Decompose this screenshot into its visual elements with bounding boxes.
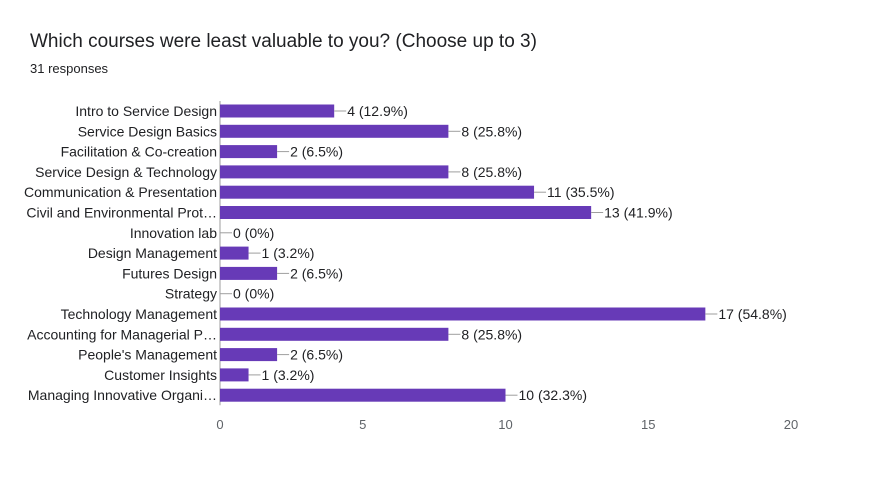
category-label: Customer Insights xyxy=(104,367,217,383)
x-tick-label: 10 xyxy=(498,417,512,432)
chart-title: Which courses were least valuable to you… xyxy=(30,31,537,52)
bar xyxy=(220,368,249,382)
category-label: Accounting for Managerial P… xyxy=(27,326,217,342)
value-label: 2 (6.5%) xyxy=(290,347,343,363)
value-label: 4 (12.9%) xyxy=(347,103,408,119)
category-label: Futures Design xyxy=(122,265,217,281)
value-label: 2 (6.5%) xyxy=(290,265,343,281)
category-label: Design Management xyxy=(88,245,217,261)
category-label: Service Design & Technology xyxy=(35,164,217,180)
bar xyxy=(220,327,449,341)
category-label: Innovation lab xyxy=(130,225,217,241)
bar xyxy=(220,124,449,138)
value-label: 0 (0%) xyxy=(233,286,274,302)
category-label: Intro to Service Design xyxy=(75,103,217,119)
value-label: 8 (25.8%) xyxy=(461,326,522,342)
bar xyxy=(220,348,278,362)
value-label: 11 (35.5%) xyxy=(547,184,614,200)
bar xyxy=(220,206,592,219)
x-tick-label: 15 xyxy=(641,417,655,432)
bar xyxy=(220,307,706,321)
value-label: 8 (25.8%) xyxy=(461,123,522,139)
value-label: 17 (54.8%) xyxy=(718,306,786,322)
value-label: 1 (3.2%) xyxy=(262,367,315,383)
value-label: 10 (32.3%) xyxy=(519,387,587,403)
value-label: 2 (6.5%) xyxy=(290,144,343,160)
category-label: Facilitation & Co-creation xyxy=(61,144,217,160)
x-tick-label: 20 xyxy=(784,417,798,432)
category-label: Civil and Environmental Prot… xyxy=(26,205,217,221)
x-tick-label: 0 xyxy=(216,417,223,432)
bar xyxy=(220,388,506,402)
category-label: Technology Management xyxy=(61,306,218,322)
category-label: People's Management xyxy=(78,347,217,363)
value-label: 13 (41.9%) xyxy=(604,205,672,221)
response-count: 31 responses xyxy=(30,61,109,76)
value-label: 8 (25.8%) xyxy=(461,164,522,180)
bar xyxy=(220,145,278,159)
x-tick-label: 5 xyxy=(359,417,366,432)
category-label: Communication & Presentation xyxy=(24,184,217,200)
bar xyxy=(220,104,335,118)
bar xyxy=(220,165,449,179)
bar xyxy=(220,185,535,199)
value-label: 1 (3.2%) xyxy=(262,245,315,261)
category-label: Strategy xyxy=(165,286,217,302)
value-label: 0 (0%) xyxy=(233,225,274,241)
bar xyxy=(220,246,249,260)
bar xyxy=(220,266,278,280)
category-label: Service Design Basics xyxy=(78,123,217,139)
category-label: Managing Innovative Organi… xyxy=(28,387,217,403)
